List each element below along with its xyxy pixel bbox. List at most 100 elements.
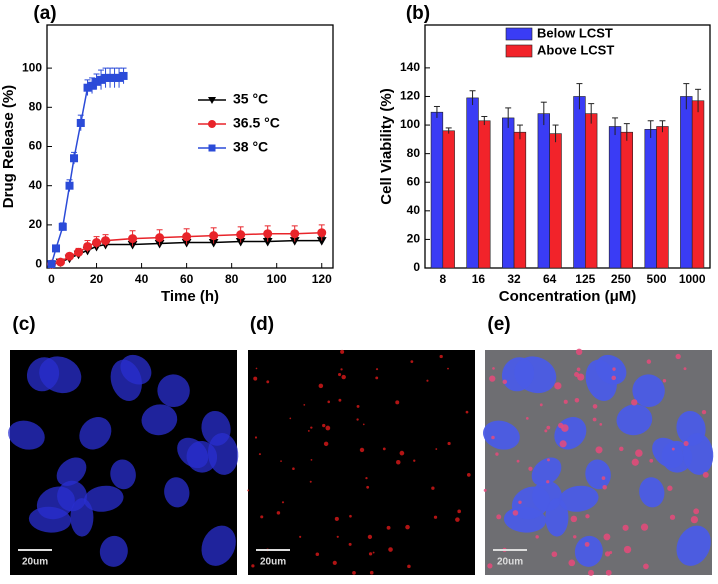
- fluorescent-dot: [368, 552, 373, 556]
- fluorescent-dot: [693, 508, 700, 515]
- nucleus: [157, 374, 190, 408]
- fluorescent-dot: [675, 353, 681, 360]
- bar: [656, 126, 669, 269]
- fluorescent-dot: [568, 559, 576, 567]
- fluorescent-dot: [455, 517, 460, 522]
- marker: [65, 181, 74, 190]
- marker: [65, 251, 75, 261]
- marker: [92, 238, 102, 248]
- fluorescent-dot: [690, 515, 699, 524]
- fluorescent-dot: [447, 367, 449, 370]
- x-tick-label: 100: [267, 272, 287, 286]
- nucleus: [511, 486, 550, 520]
- fluorescent-dot: [281, 501, 285, 504]
- legend-marker: [208, 97, 216, 104]
- fluorescent-dot: [362, 423, 365, 426]
- fluorescent-dot: [576, 367, 581, 372]
- fluorescent-dot: [372, 551, 375, 554]
- x-tick-label: 0: [48, 272, 55, 286]
- nucleus: [676, 525, 711, 566]
- fluorescent-dot: [340, 368, 343, 371]
- fluorescent-dot: [299, 535, 302, 538]
- fluorescent-dot: [366, 485, 370, 489]
- fluorescent-dot: [289, 417, 292, 420]
- legend-label: 35 °C: [233, 91, 268, 107]
- y-tick-label: 40: [407, 203, 421, 217]
- fluorescent-dot: [611, 375, 617, 381]
- marker: [83, 241, 93, 251]
- bar: [442, 130, 455, 269]
- y-tick-label: 40: [29, 178, 43, 192]
- fluorescent-dot: [260, 515, 264, 519]
- fluorescent-dot: [662, 379, 667, 383]
- fluorescent-dot: [563, 399, 568, 404]
- nucleus: [79, 417, 112, 450]
- x-tick-label: 8: [439, 272, 446, 286]
- fluorescent-dot: [592, 404, 598, 409]
- bar: [680, 96, 693, 269]
- marker: [56, 257, 66, 267]
- nucleus: [99, 535, 128, 567]
- y-tick-label: 60: [407, 174, 421, 188]
- bar: [430, 111, 444, 269]
- fluorescent-dot: [325, 425, 331, 431]
- y-tick-label: 80: [407, 146, 421, 160]
- x-tick-label: 60: [180, 272, 194, 286]
- nucleus: [8, 420, 45, 450]
- fluorescent-dot: [323, 441, 329, 447]
- fluorescent-dot: [631, 458, 639, 466]
- fluorescent-dot: [502, 379, 508, 385]
- fluorescent-dot: [554, 382, 562, 390]
- panel-label: (e): [487, 314, 510, 335]
- fluorescent-dot: [516, 459, 520, 463]
- fluorescent-dot: [683, 367, 687, 371]
- bar: [502, 117, 515, 269]
- fluorescent-dot: [561, 424, 569, 432]
- marker: [236, 230, 246, 240]
- fluorescent-dot: [570, 515, 578, 523]
- fluorescent-dot: [318, 383, 324, 389]
- x-tick-label: 1000: [679, 272, 706, 286]
- x-tick-label: 125: [575, 272, 595, 286]
- marker: [290, 229, 300, 239]
- y-tick-label: 60: [29, 139, 43, 153]
- bar: [549, 133, 562, 269]
- fluorescent-dot: [356, 418, 359, 421]
- x-tick-label: 120: [312, 272, 332, 286]
- fluorescent-dot: [359, 447, 365, 453]
- nucleus: [164, 477, 190, 508]
- plot-frame: [46, 24, 334, 269]
- fluorescent-dot: [310, 458, 313, 461]
- fluorescent-dot: [609, 550, 613, 555]
- fluorescent-dot: [426, 379, 429, 382]
- bar: [608, 126, 622, 269]
- nucleus: [83, 485, 124, 512]
- marker: [263, 229, 273, 239]
- fluorescent-dot: [588, 569, 594, 576]
- fluorescent-dot: [702, 471, 709, 478]
- x-axis-label: Concentration (μM): [499, 288, 637, 305]
- fluorescent-dot: [303, 403, 306, 406]
- fluorescent-dot: [439, 354, 443, 359]
- marker: [58, 222, 67, 231]
- fluorescent-dot: [683, 440, 689, 447]
- fluorescent-dot: [334, 516, 339, 521]
- bar: [513, 131, 527, 269]
- fluorescent-dot: [254, 436, 258, 439]
- fluorescent-dot: [356, 404, 360, 408]
- nucleus: [585, 459, 611, 490]
- x-tick-label: 80: [225, 272, 239, 286]
- fluorescent-dot: [585, 514, 590, 519]
- x-tick-label: 64: [543, 272, 557, 286]
- fluorescent-dot: [338, 398, 342, 402]
- fluorescent-dot: [457, 509, 461, 514]
- marker: [74, 247, 84, 257]
- legend-marker: [208, 120, 216, 128]
- nucleus: [201, 525, 236, 566]
- fluorescent-dot: [599, 423, 603, 426]
- fluorescent-dot: [435, 448, 438, 450]
- x-tick-label: 250: [611, 272, 631, 286]
- fluorescent-dot: [315, 552, 320, 556]
- fluorescent-dot: [266, 380, 270, 384]
- nucleus: [56, 457, 87, 486]
